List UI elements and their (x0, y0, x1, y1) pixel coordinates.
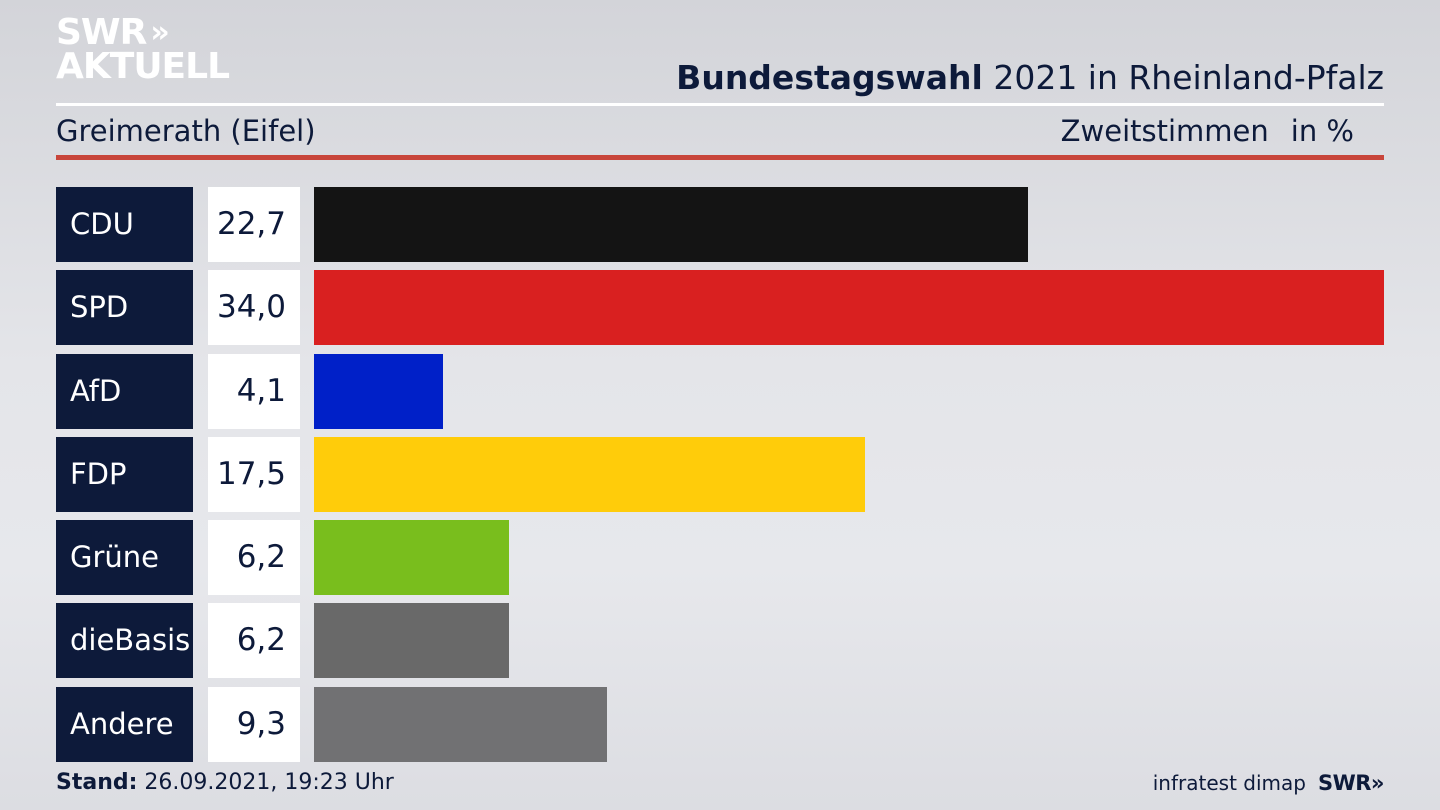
value-label: 34,0 (208, 270, 300, 346)
chart-row: Andere 9,3 (56, 686, 1384, 762)
bar (314, 436, 865, 512)
title-bold: Bundestagswahl (676, 58, 983, 97)
party-label: Andere (56, 686, 193, 762)
party-label: FDP (56, 436, 193, 512)
unit-label: in % (1290, 114, 1354, 148)
chart-row: SPD 34,0 (56, 270, 1384, 346)
party-label: Grüne (56, 520, 193, 596)
bar (314, 270, 1384, 346)
value-label: 9,3 (208, 686, 300, 762)
bar (314, 686, 607, 762)
chevron-right-icon: » (1370, 771, 1385, 795)
value-label: 6,2 (208, 603, 300, 679)
logo-line1: SWR (56, 12, 147, 53)
chart-row: FDP 17,5 (56, 436, 1384, 512)
party-label: dieBasis (56, 603, 193, 679)
value-label: 6,2 (208, 520, 300, 596)
value-label: 22,7 (208, 187, 300, 262)
swr-aktuell-logo: SWR » AKTUELL (56, 12, 230, 87)
page-title: Bundestagswahl 2021 in Rheinland-Pfalz (676, 58, 1384, 97)
chevron-right-icon: » (150, 15, 170, 50)
chart-meta: Zweitstimmen in % (1061, 114, 1354, 148)
swr-brand: SWR» (1317, 771, 1385, 795)
timestamp: Stand: 26.09.2021, 19:23 Uhr (56, 770, 394, 795)
header-divider (56, 103, 1384, 106)
logo-line2: AKTUELL (56, 46, 230, 87)
source-attribution: infratest dimap SWR» (1152, 771, 1385, 795)
party-label: AfD (56, 353, 193, 429)
vote-type-label: Zweitstimmen (1060, 114, 1269, 148)
bar (314, 353, 443, 429)
stand-label: Stand: (56, 770, 138, 795)
stand-value: 26.09.2021, 19:23 Uhr (144, 770, 394, 795)
source-label: infratest dimap (1152, 771, 1306, 795)
chart-row: CDU 22,7 (56, 187, 1384, 262)
value-label: 17,5 (208, 436, 300, 512)
region-label: Greimerath (Eifel) (56, 114, 316, 148)
chart-row: Grüne 6,2 (56, 520, 1384, 596)
accent-divider (56, 155, 1384, 160)
bar-chart: CDU 22,7 SPD 34,0 AfD 4,1 FDP 17,5 Grüne 6,2 dieBa… (56, 187, 1384, 770)
value-label: 4,1 (208, 353, 300, 429)
title-rest: 2021 in Rheinland-Pfalz (993, 58, 1384, 97)
party-label: SPD (56, 270, 193, 346)
swr-brand-text: SWR (1317, 771, 1371, 795)
chart-row: dieBasis 6,2 (56, 603, 1384, 679)
chart-row: AfD 4,1 (56, 353, 1384, 429)
bar (314, 520, 509, 596)
party-label: CDU (56, 187, 193, 262)
bar (314, 603, 509, 679)
bar (314, 187, 1028, 262)
